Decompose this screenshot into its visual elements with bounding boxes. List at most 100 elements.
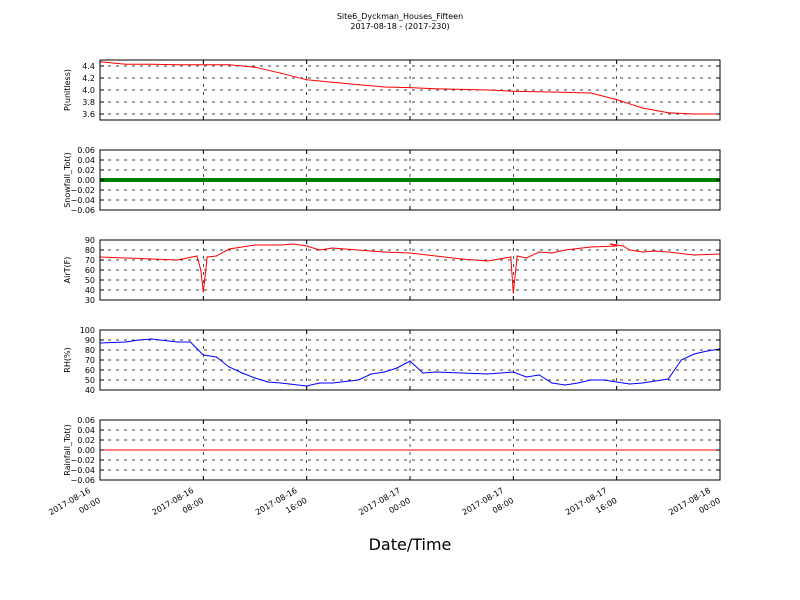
data-point [525,257,527,259]
data-point [538,251,540,253]
data-point [667,378,669,380]
data-point [254,66,256,68]
figure-title: Site6_Dyckman_Houses_Fifteen [337,12,463,21]
data-point [706,350,708,352]
y-tick-label: 0.02 [77,166,95,175]
data-point [461,372,463,374]
data-point [409,360,411,362]
y-tick-label: 60 [85,366,95,375]
data-point [654,250,657,252]
y-tick-label: 0.06 [77,146,95,155]
data-point [603,379,605,381]
data-point [125,63,127,65]
data-point [331,247,334,249]
data-point [409,252,411,254]
y-tick-label: 50 [85,276,95,285]
data-point [590,246,592,248]
data-point [125,341,127,343]
y-axis-label: P(unitless) [63,69,72,111]
y-axis-label: Snowfall_Tot() [63,152,72,208]
data-point [590,379,592,381]
data-point [510,256,512,258]
data-point [254,377,256,379]
y-tick-label: 90 [85,336,95,345]
y-tick-label: 30 [85,296,95,305]
data-point [435,255,437,257]
data-point [667,112,669,114]
data-point [196,255,198,257]
y-tick-label: 0.00 [77,176,95,185]
x-axis-label: Date/Time [369,535,452,554]
panels: 3.63.84.04.24.4P(unitless)−0.06−0.04−0.0… [63,59,721,485]
y-tick-label: 0.02 [77,436,95,445]
data-point [693,254,695,256]
data-point [357,84,359,86]
data-point [151,258,153,260]
data-point [435,371,437,373]
data-point [280,382,282,384]
y-tick-label: 4.2 [82,74,95,83]
data-point [409,87,411,89]
data-point [151,338,153,340]
data-point [512,371,514,373]
data-point [564,249,566,251]
data-point [383,251,385,253]
y-tick-label: 80 [85,246,95,255]
data-point [616,245,618,247]
data-point [609,243,611,245]
data-point [516,255,518,257]
panel-1: 3.6 3.8 4.0 4.2 4.4 P(unitless) [63,59,721,121]
data-point [370,373,372,375]
data-point [622,245,624,247]
y-tick-label: 100 [80,326,95,335]
y-tick-label: 0.04 [77,156,95,165]
y-tick-label: 80 [85,346,95,355]
data-point [641,382,644,384]
data-point [357,379,359,381]
data-point [512,292,514,294]
data-point [616,99,618,101]
data-point [189,341,192,343]
y-tick-label: −0.02 [70,456,95,465]
y-tick-label: 0.00 [77,446,95,455]
data-point [641,251,644,253]
data-point [486,89,489,91]
data-point [280,244,282,246]
series-line [99,243,721,294]
data-point [125,257,127,259]
data-point [318,382,321,384]
y-tick-label: 40 [85,386,95,395]
data-point [654,380,657,382]
figure-subtitle: 2017-08-18 - (2017-230) [350,22,449,31]
data-point [616,381,618,383]
data-point [202,291,204,293]
data-point [693,353,695,355]
data-point [215,255,217,257]
data-point [551,252,553,254]
y-tick-label: 90 [85,236,95,245]
y-axis-label: RH(%) [63,347,72,372]
data-point [461,88,463,90]
data-point [564,91,566,93]
data-point [241,372,243,374]
data-point [693,113,695,115]
y-tick-label: −0.04 [70,196,95,205]
data-point [641,107,644,109]
series-line [99,338,721,387]
y-tick-label: 3.6 [82,110,95,119]
data-point [486,373,489,375]
panel-2: −0.06−0.04−0.020.000.020.040.06 Snowfall_… [63,146,721,215]
data-point [383,86,385,88]
y-axis-label: AirT(F) [63,257,72,284]
data-point [306,245,308,247]
y-tick-label: 4.0 [82,86,95,95]
data-point [383,371,385,373]
data-point [151,63,153,65]
panel-5: −0.06−0.04−0.020.000.020.040.06 Rainfall_… [63,416,721,485]
data-point [538,374,540,376]
data-point [176,341,179,343]
data-point [228,366,230,368]
data-point [461,258,463,260]
